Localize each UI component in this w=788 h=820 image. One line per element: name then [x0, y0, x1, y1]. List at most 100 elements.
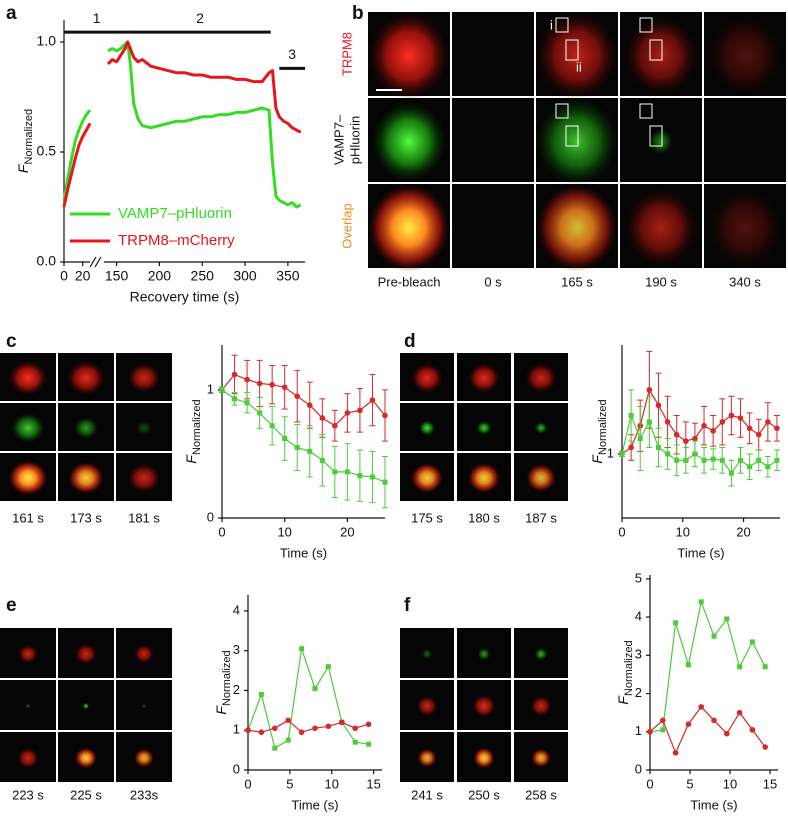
- micrograph-signal: [536, 183, 618, 272]
- data-point: [719, 457, 725, 463]
- column-label: 340 s: [729, 274, 761, 289]
- micrograph-signal: [8, 460, 48, 496]
- panel-letter: b: [352, 3, 364, 24]
- series-line: [621, 389, 778, 455]
- x-tick-label: 150: [105, 268, 129, 284]
- x-tick-label: 0: [244, 776, 251, 791]
- micrograph-signal: [648, 128, 674, 155]
- y-tick-label: 1: [207, 381, 214, 396]
- y-tick-label: 3: [233, 642, 240, 657]
- micrograph-signal: [141, 703, 147, 709]
- legend-label: TRPM8–mCherry: [118, 232, 235, 249]
- data-point: [655, 402, 662, 409]
- micrograph-signal: [127, 362, 161, 394]
- phase-label: 2: [196, 10, 204, 26]
- x-axis-label: Time (s): [280, 545, 327, 560]
- micrograph-signal: [624, 187, 698, 268]
- data-point: [244, 376, 250, 383]
- y-tick-label: 2: [233, 682, 240, 697]
- data-point: [306, 402, 313, 409]
- data-point: [628, 444, 634, 451]
- y-tick-label: 0.0: [37, 253, 57, 269]
- y-tick-label: 0: [233, 761, 240, 776]
- data-point: [619, 451, 625, 457]
- data-point: [660, 717, 666, 724]
- data-point: [244, 400, 250, 406]
- x-axis-label: Time (s): [677, 545, 724, 560]
- column-label: 233s: [130, 787, 159, 802]
- y-axis-label-sub: Normalized: [191, 399, 203, 455]
- data-point: [665, 451, 671, 457]
- data-point: [365, 721, 372, 728]
- micrograph-signal: [135, 420, 153, 436]
- micrograph-signal: [708, 15, 782, 96]
- data-point: [692, 435, 698, 442]
- panel-letter: d: [404, 331, 416, 352]
- column-label: 250 s: [468, 787, 500, 802]
- micrograph: [452, 12, 534, 96]
- column-label: 190 s: [645, 274, 677, 289]
- x-tick-label: 10: [723, 776, 737, 791]
- roi-label: i: [550, 17, 553, 32]
- data-point: [762, 744, 768, 750]
- row-label: pHluorin: [347, 116, 362, 164]
- data-point: [655, 445, 661, 451]
- data-point: [319, 457, 325, 463]
- y-axis-label-main: F: [615, 695, 631, 705]
- data-point: [698, 599, 704, 605]
- y-tick-label: 0.5: [37, 143, 57, 159]
- micrograph-signal: [17, 644, 39, 664]
- data-point: [628, 412, 634, 418]
- data-point: [382, 412, 388, 419]
- micrograph-signal: [368, 183, 450, 272]
- data-point: [312, 725, 318, 732]
- data-point: [312, 685, 318, 691]
- data-point: [728, 412, 735, 419]
- data-point: [382, 479, 388, 485]
- data-point: [272, 745, 278, 751]
- micrograph-signal: [536, 97, 618, 186]
- y-axis-label-main: F: [15, 163, 31, 173]
- micrograph-signal: [525, 463, 557, 493]
- column-label: 175 s: [411, 510, 443, 525]
- axis-break: [89, 256, 97, 268]
- y-tick-label: 4: [635, 608, 642, 623]
- y-axis-label-sub: Normalized: [23, 109, 35, 165]
- data-point: [710, 428, 716, 434]
- data-point: [285, 717, 292, 724]
- panel-letter: e: [6, 595, 17, 616]
- x-tick-label: 20: [340, 524, 354, 539]
- data-point: [646, 387, 653, 393]
- micrograph-signal: [467, 462, 501, 494]
- data-point: [294, 393, 301, 400]
- data-point: [672, 749, 679, 756]
- data-point: [774, 425, 780, 432]
- data-point: [319, 415, 326, 421]
- data-point: [698, 704, 704, 710]
- column-label: 225 s: [70, 787, 102, 802]
- micrograph-signal: [16, 747, 40, 769]
- roi-label: ii: [576, 59, 582, 74]
- roi-box: [555, 17, 569, 33]
- roi-box: [639, 17, 653, 33]
- y-axis-label: FNormalized: [213, 650, 233, 714]
- series-line: [62, 40, 302, 209]
- y-axis-label-sub: Normalized: [623, 640, 635, 696]
- micrograph-signal: [530, 695, 552, 717]
- y-tick-label: 1: [607, 445, 614, 460]
- column-label: 258 s: [525, 787, 557, 802]
- row-label: Overlap: [339, 203, 354, 249]
- column-label: 181 s: [128, 510, 160, 525]
- data-point: [673, 620, 679, 626]
- data-point: [339, 719, 345, 726]
- data-point: [685, 721, 692, 727]
- column-label: 165 s: [561, 274, 593, 289]
- data-point: [269, 423, 275, 429]
- data-point: [344, 469, 350, 475]
- data-point: [285, 737, 291, 743]
- micrograph-signal: [708, 187, 782, 268]
- x-tick-label: 350: [276, 268, 300, 284]
- micrograph-signal: [421, 648, 433, 660]
- micrograph-signal: [68, 461, 104, 495]
- data-point: [711, 717, 717, 724]
